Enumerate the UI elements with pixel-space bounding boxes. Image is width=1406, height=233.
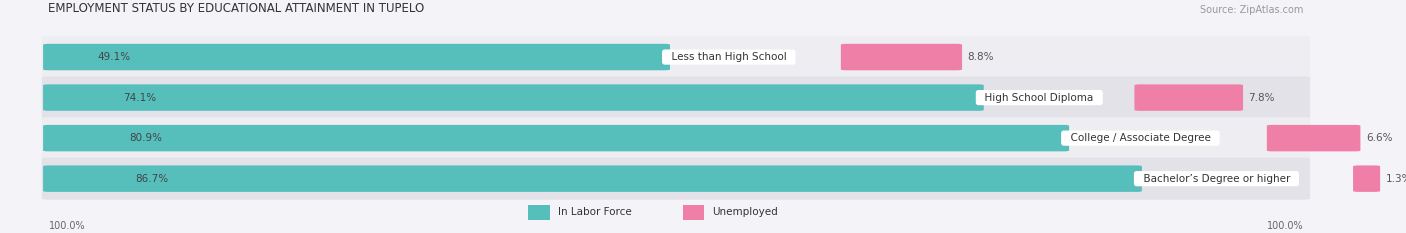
FancyBboxPatch shape	[42, 77, 1310, 119]
FancyBboxPatch shape	[1135, 84, 1243, 111]
Text: 100.0%: 100.0%	[48, 221, 86, 231]
FancyBboxPatch shape	[529, 205, 550, 220]
Text: 7.8%: 7.8%	[1249, 93, 1275, 103]
Text: Source: ZipAtlas.com: Source: ZipAtlas.com	[1201, 6, 1303, 15]
Text: College / Associate Degree: College / Associate Degree	[1064, 133, 1218, 143]
FancyBboxPatch shape	[1267, 125, 1361, 151]
Text: 8.8%: 8.8%	[967, 52, 994, 62]
Text: 80.9%: 80.9%	[129, 133, 163, 143]
FancyBboxPatch shape	[683, 205, 704, 220]
Text: 86.7%: 86.7%	[135, 174, 169, 184]
FancyBboxPatch shape	[1353, 165, 1381, 192]
Text: Unemployed: Unemployed	[713, 207, 778, 217]
Text: In Labor Force: In Labor Force	[558, 207, 631, 217]
Text: EMPLOYMENT STATUS BY EDUCATIONAL ATTAINMENT IN TUPELO: EMPLOYMENT STATUS BY EDUCATIONAL ATTAINM…	[48, 3, 425, 15]
Text: 100.0%: 100.0%	[1267, 221, 1303, 231]
FancyBboxPatch shape	[44, 44, 671, 70]
FancyBboxPatch shape	[42, 36, 1310, 78]
FancyBboxPatch shape	[44, 84, 984, 111]
Text: 6.6%: 6.6%	[1365, 133, 1392, 143]
FancyBboxPatch shape	[44, 165, 1142, 192]
Text: Less than High School: Less than High School	[665, 52, 793, 62]
FancyBboxPatch shape	[44, 125, 1069, 151]
Text: 49.1%: 49.1%	[98, 52, 131, 62]
Text: 74.1%: 74.1%	[122, 93, 156, 103]
FancyBboxPatch shape	[42, 117, 1310, 159]
Text: High School Diploma: High School Diploma	[979, 93, 1099, 103]
Text: 1.3%: 1.3%	[1385, 174, 1406, 184]
Text: Bachelor’s Degree or higher: Bachelor’s Degree or higher	[1136, 174, 1296, 184]
FancyBboxPatch shape	[42, 158, 1310, 200]
FancyBboxPatch shape	[841, 44, 962, 70]
